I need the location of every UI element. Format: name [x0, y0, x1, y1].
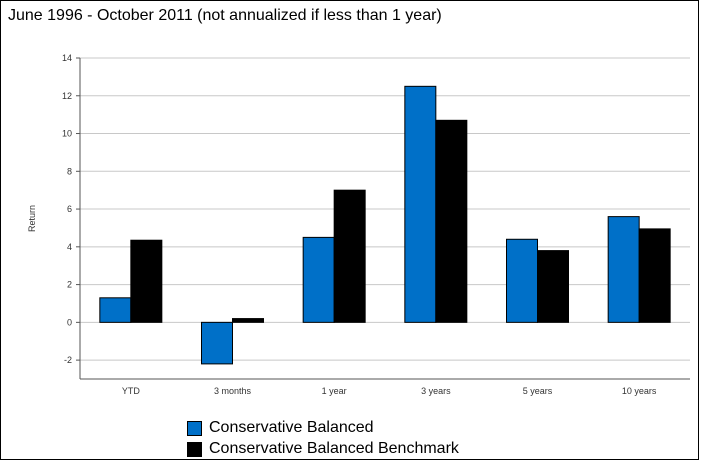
x-tick-label: 5 years: [523, 386, 553, 396]
y-tick-label: 10: [62, 129, 72, 139]
bar-series-1: [302, 236, 335, 323]
bar-series-2: [537, 250, 569, 323]
y-tick-label: -2: [64, 355, 72, 365]
y-tick-label: 0: [67, 317, 72, 327]
y-tick-label: 12: [62, 91, 72, 101]
y-tick-label: 8: [67, 166, 72, 176]
legend-label-series-1: Conservative Balanced: [209, 419, 374, 436]
y-tick-label: 4: [67, 242, 72, 252]
x-tick-label: YTD: [122, 386, 141, 396]
y-axis-title: Return: [27, 205, 37, 232]
legend-item-series-2: Conservative Balanced Benchmark: [187, 439, 459, 459]
bar-series-2: [435, 119, 468, 323]
legend-swatch-series-1: [187, 420, 202, 436]
bar-series-1: [506, 238, 538, 323]
bar-series-2: [130, 239, 163, 323]
bar-series-2: [333, 189, 366, 323]
bar-series-1: [404, 85, 437, 323]
bar-series-2: [232, 318, 264, 323]
bar-chart: -2 0 2 4 6 8 10 12 14 Return YTD 3 months 1 year 3 ye…: [27, 53, 690, 396]
legend-swatch-series-2: [187, 441, 202, 457]
legend-label-series-2: Conservative Balanced Benchmark: [209, 440, 459, 457]
x-tick-label: 3 months: [214, 386, 252, 396]
chart-title: June 1996 - October 2011 (not annualized…: [8, 7, 442, 24]
bar-series-1: [607, 216, 640, 323]
y-tick-label: 14: [62, 53, 72, 63]
legend-item-series-1: Conservative Balanced: [187, 418, 374, 438]
x-tick-label: 10 years: [622, 386, 657, 396]
x-tick-label: 1 year: [322, 386, 347, 396]
bar-series-1: [201, 321, 233, 365]
bar-series-2: [638, 228, 671, 323]
y-tick-label: 6: [67, 204, 72, 214]
y-tick-label: 2: [67, 280, 72, 290]
bar-series-1: [99, 297, 132, 323]
x-tick-label: 3 years: [421, 386, 451, 396]
